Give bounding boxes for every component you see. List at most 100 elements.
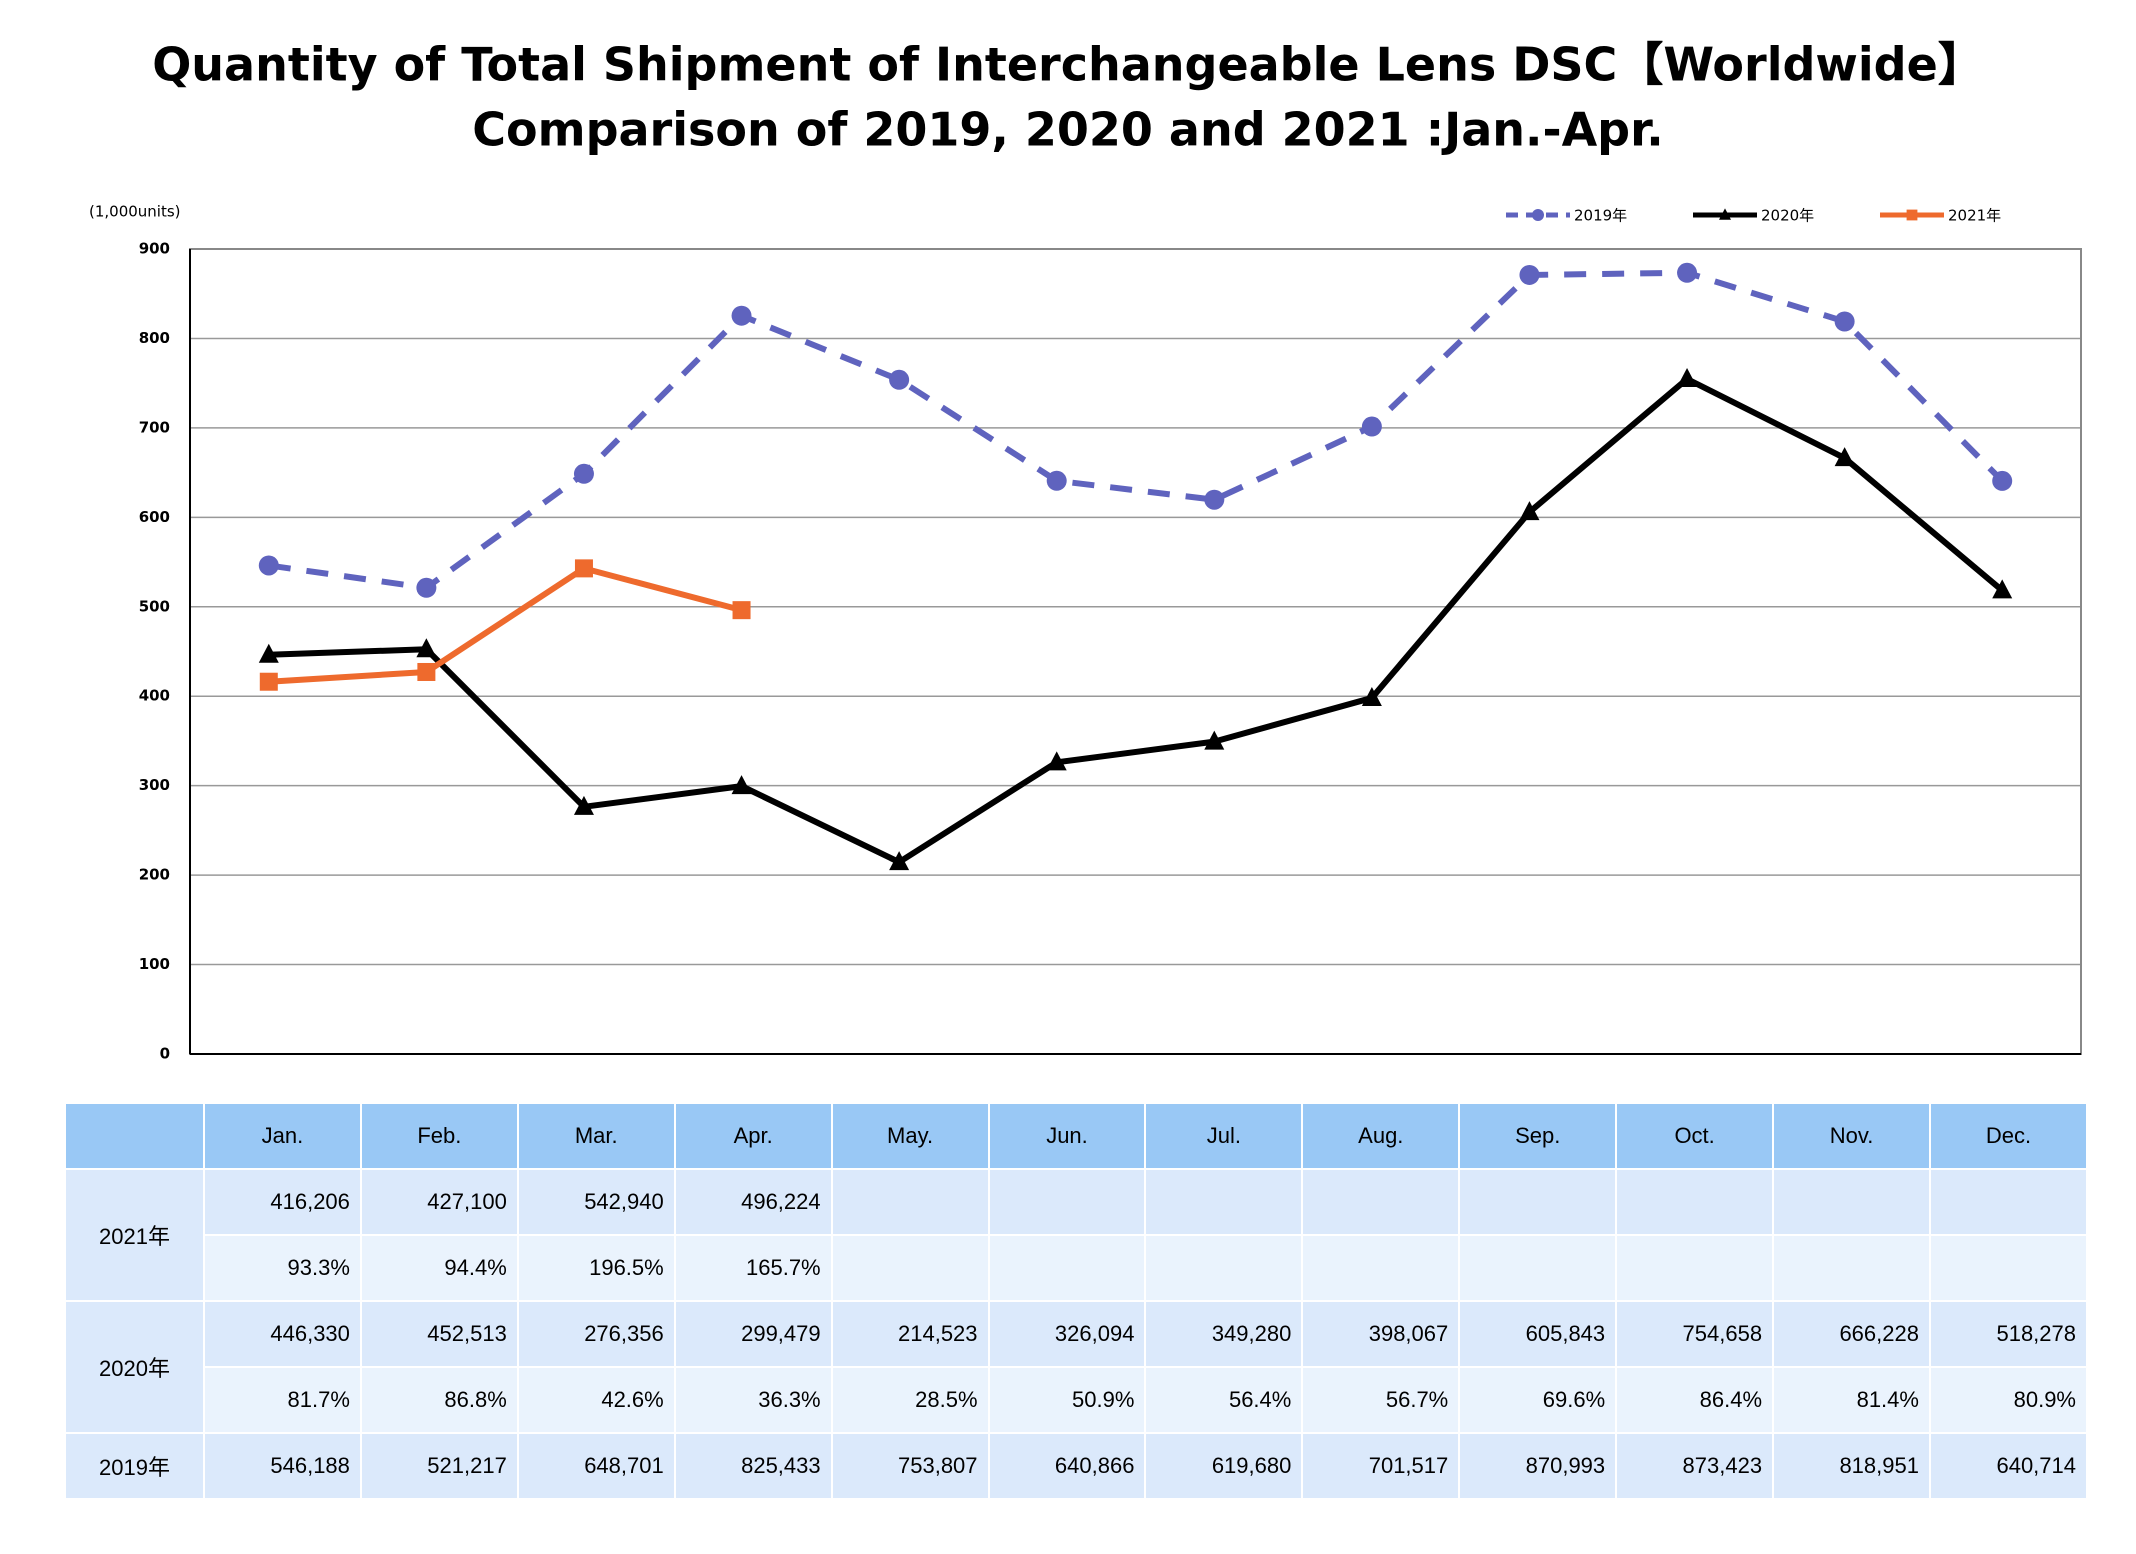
marker <box>574 559 593 578</box>
value-cell <box>1458 1168 1618 1236</box>
header-cell: Aug. <box>1301 1102 1461 1170</box>
value-cell: 870,993 <box>1458 1432 1618 1500</box>
ratio-cell: 86.4% <box>1615 1366 1775 1434</box>
row-label: 2021年 <box>64 1168 205 1302</box>
value-cell: 605,843 <box>1458 1300 1618 1368</box>
value-cell: 640,714 <box>1928 1432 2089 1500</box>
ratio-cell <box>1772 1234 1931 1302</box>
header-cell: Sep. <box>1458 1102 1618 1170</box>
value-cell: 299,479 <box>673 1300 833 1368</box>
value-cell: 666,228 <box>1772 1300 1931 1368</box>
y-tick-label: 100 <box>139 955 170 973</box>
ratio-cell <box>987 1234 1147 1302</box>
ratio-cell: 165.7% <box>673 1234 833 1302</box>
value-cell: 873,423 <box>1615 1432 1775 1500</box>
value-cell <box>1615 1168 1775 1236</box>
header-cell: Apr. <box>673 1102 833 1170</box>
marker <box>573 463 594 484</box>
y-axis-label: (1,000units) <box>89 203 181 221</box>
legend-marker <box>1719 208 1731 220</box>
ratio-cell: 93.3% <box>203 1234 362 1302</box>
value-cell: 349,280 <box>1144 1300 1304 1368</box>
series <box>258 368 2013 871</box>
ratio-cell: 50.9% <box>987 1366 1147 1434</box>
value-cell <box>1928 1168 2089 1236</box>
value-cell: 542,940 <box>516 1168 676 1236</box>
ratio-cell: 69.6% <box>1458 1366 1618 1434</box>
chart: Quantity of Total Shipment of Interchang… <box>89 38 2082 1063</box>
ratio-cell: 81.4% <box>1772 1366 1931 1434</box>
series <box>259 559 751 691</box>
row-label: 2020年 <box>64 1300 205 1434</box>
marker <box>417 662 436 681</box>
marker <box>1834 311 1855 332</box>
y-tick-label: 0 <box>160 1045 170 1063</box>
y-tick-label: 600 <box>139 508 170 526</box>
legend-marker <box>1906 209 1918 221</box>
value-cell: 640,866 <box>987 1432 1147 1500</box>
y-tick-label: 500 <box>139 597 170 615</box>
ratio-cell: 94.4% <box>359 1234 519 1302</box>
value-cell: 214,523 <box>830 1300 990 1368</box>
header-row: Jan. Feb. Mar. Apr. May. Jun. Jul. Aug. Sep. Oct.… <box>64 1102 2089 1170</box>
marker <box>1992 579 2013 599</box>
header-cell: Oct. <box>1615 1102 1775 1170</box>
value-cell <box>1772 1168 1931 1236</box>
ratio-cell <box>1458 1234 1618 1302</box>
marker <box>1361 686 1382 706</box>
legend-label: 2020年 <box>1761 207 1814 225</box>
value-row: 2019年 546,188 521,217 648,701 825,433 753,807… <box>64 1432 2089 1500</box>
marker <box>416 577 437 598</box>
header-cell: Feb. <box>359 1102 519 1170</box>
marker <box>259 672 278 691</box>
ratio-cell <box>830 1234 990 1302</box>
chart-subtitle: Comparison of 2019, 2020 and 2021 :Jan.-… <box>472 103 1663 157</box>
value-cell: 648,701 <box>516 1432 676 1500</box>
value-cell: 701,517 <box>1301 1432 1461 1500</box>
ratio-cell: 28.5% <box>830 1366 990 1434</box>
value-cell: 276,356 <box>516 1300 676 1368</box>
series-line <box>268 376 2005 866</box>
ratio-row: 93.3% 94.4% 196.5% 165.7% <box>65 1234 2089 1302</box>
marker <box>1519 264 1540 285</box>
marker <box>1361 416 1382 437</box>
ratio-cell: 36.3% <box>673 1366 833 1434</box>
marker <box>1046 470 1067 491</box>
marker <box>731 775 752 795</box>
value-cell: 427,100 <box>359 1168 519 1236</box>
ratio-cell <box>1301 1234 1461 1302</box>
marker <box>1834 447 1855 467</box>
marker <box>1677 368 1698 388</box>
value-cell: 825,433 <box>673 1432 833 1500</box>
value-cell <box>1144 1168 1304 1236</box>
value-cell: 416,206 <box>203 1168 362 1236</box>
series-line <box>268 269 2005 591</box>
marker <box>1046 751 1067 771</box>
ratio-cell: 86.8% <box>359 1366 519 1434</box>
y-tick-label: 800 <box>139 329 170 347</box>
marker <box>1519 501 1540 521</box>
value-cell: 753,807 <box>830 1432 990 1500</box>
series-line <box>268 565 743 685</box>
y-tick-label: 400 <box>139 687 170 705</box>
value-cell: 619,680 <box>1144 1432 1304 1500</box>
ratio-cell <box>1144 1234 1304 1302</box>
y-tick-label: 900 <box>139 240 170 258</box>
marker <box>732 601 751 620</box>
y-tick-label: 200 <box>139 866 170 884</box>
value-cell: 521,217 <box>359 1432 519 1500</box>
marker <box>258 555 279 576</box>
header-cell: Dec. <box>1928 1102 2089 1170</box>
marker <box>889 369 910 390</box>
ratio-cell: 42.6% <box>516 1366 676 1434</box>
y-tick-label: 700 <box>139 418 170 436</box>
value-cell: 818,951 <box>1772 1432 1931 1500</box>
header-cell: Jun. <box>987 1102 1147 1170</box>
value-cell: 446,330 <box>203 1300 362 1368</box>
header-cell: May. <box>830 1102 990 1170</box>
value-cell: 546,188 <box>203 1432 362 1500</box>
data-table: Jan. Feb. Mar. Apr. May. Jun. Jul. Aug. Sep. Oct.… <box>64 1102 2089 1500</box>
marker <box>1992 470 2013 491</box>
y-tick-label: 300 <box>139 776 170 794</box>
